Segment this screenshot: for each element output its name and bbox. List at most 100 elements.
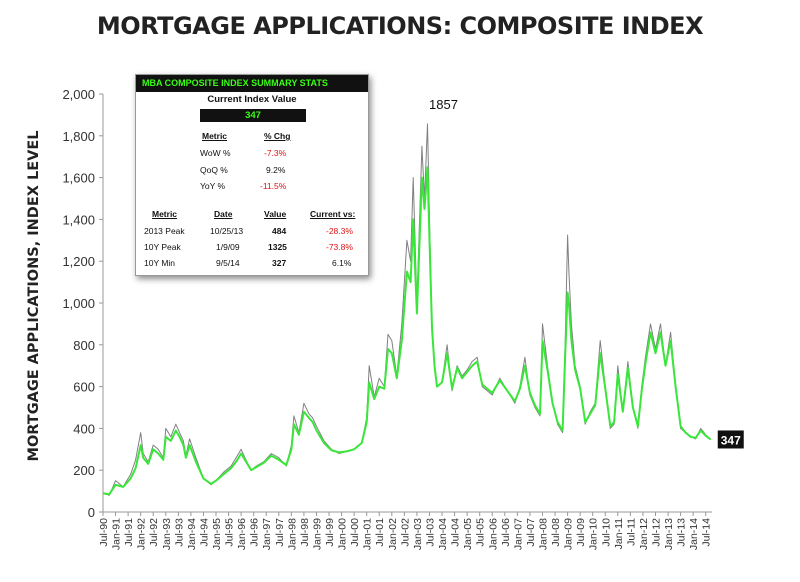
x-tick-label: Jul-07 xyxy=(525,518,537,547)
x-tick-label: Jan-04 xyxy=(437,518,449,550)
table-cell-date: 1/9/09 xyxy=(216,242,240,252)
y-axis: 0 200 400 600 800 1,000 1,200 1,400 1,600 1,800 2,… xyxy=(62,87,104,520)
summary-header: MBA COMPOSITE INDEX SUMMARY STATS xyxy=(136,75,368,92)
current-index-label: Current Index Value xyxy=(207,94,297,105)
x-tick-label: Jul-04 xyxy=(450,518,462,547)
x-tick-label: Jul-91 xyxy=(123,518,135,547)
table-header-value: Value xyxy=(264,209,287,219)
x-tick-label: Jan-06 xyxy=(487,518,499,550)
y-tick-label: 1,000 xyxy=(62,296,95,311)
x-tick-label: Jan-98 xyxy=(286,518,298,550)
x-tick-label: Jul-00 xyxy=(349,518,361,547)
x-tick-label: Jan-91 xyxy=(111,518,123,550)
x-tick-label: Jul-14 xyxy=(701,518,713,547)
x-tick-label: Jan-09 xyxy=(563,518,575,550)
x-tick-label: Jul-01 xyxy=(374,518,386,547)
x-tick-label: Jan-01 xyxy=(362,518,374,550)
table-cell-value: 1325 xyxy=(268,242,287,252)
x-tick-label: Jan-07 xyxy=(512,518,524,550)
x-tick-label: Jul-13 xyxy=(676,518,688,547)
y-tick-label: 1,600 xyxy=(62,171,95,186)
annotations: 1857 347 xyxy=(429,97,744,449)
x-tick-label: Jan-96 xyxy=(236,518,248,550)
x-tick-label: Jul-93 xyxy=(173,518,185,547)
x-tick-label: Jul-02 xyxy=(399,518,411,547)
x-tick-label: Jan-97 xyxy=(261,518,273,550)
x-tick-label: Jul-97 xyxy=(274,518,286,547)
table-header-vs: Current vs: xyxy=(310,209,356,219)
peak-label: 1857 xyxy=(429,97,458,112)
summary-stats-box: MBA COMPOSITE INDEX SUMMARY STATS Curren… xyxy=(135,74,369,276)
x-tick-label: Jan-92 xyxy=(136,518,148,550)
table-cell-metric: 2013 Peak xyxy=(144,226,185,236)
x-tick-label: Jul-05 xyxy=(475,518,487,547)
series-smoothed-line xyxy=(102,166,712,496)
x-tick-label: Jul-94 xyxy=(198,518,210,547)
x-tick-label: Jan-94 xyxy=(186,518,198,550)
table-cell-vs: 6.1% xyxy=(332,258,352,268)
x-tick-label: Jan-11 xyxy=(613,518,625,549)
x-tick-label: Jan-03 xyxy=(412,518,424,550)
x-tick-label: Jul-99 xyxy=(324,518,336,547)
x-tick-label: Jan-12 xyxy=(638,518,650,550)
table-cell-date: 9/5/14 xyxy=(216,258,240,268)
table-cell-vs: -28.3% xyxy=(326,226,353,236)
x-tick-label: Jul-08 xyxy=(550,518,562,547)
current-index-value: 347 xyxy=(200,109,306,122)
x-tick-label: Jul-06 xyxy=(500,518,512,547)
y-tick-label: 600 xyxy=(73,380,95,395)
y-tick-label: 800 xyxy=(73,338,95,353)
x-tick-label: Jan-99 xyxy=(311,518,323,550)
x-tick-label: Jul-03 xyxy=(424,518,436,547)
chg-header-pct: % Chg xyxy=(264,131,291,141)
table-header-date: Date xyxy=(214,209,233,219)
y-tick-label: 200 xyxy=(73,463,95,478)
y-tick-label: 1,800 xyxy=(62,129,95,144)
x-tick-label: Jul-96 xyxy=(249,518,261,547)
y-tick-label: 1,400 xyxy=(62,212,95,227)
table-cell-value: 327 xyxy=(272,258,287,268)
y-tick-label: 1,200 xyxy=(62,254,95,269)
y-axis-label-text: MORTGAGE APPLICATIONS, INDEX LEVEL xyxy=(26,131,42,462)
x-tick-label: Jul-12 xyxy=(650,518,662,547)
table-cell-date: 10/25/13 xyxy=(210,226,244,236)
y-tick-label: 0 xyxy=(88,505,95,520)
chg-header-metric: Metric xyxy=(202,131,228,141)
y-tick-label: 400 xyxy=(73,421,95,436)
chg-row-value: -7.3% xyxy=(264,148,287,158)
current-value-label-box xyxy=(717,430,744,449)
x-tick-label: Jul-98 xyxy=(299,518,311,547)
chart-title: MORTGAGE APPLICATIONS: COMPOSITE INDEX xyxy=(96,12,704,40)
y-axis-label: MORTGAGE APPLICATIONS, INDEX LEVEL xyxy=(26,131,42,462)
x-tick-label: Jan-00 xyxy=(337,518,349,550)
chg-row-metric: QoQ % xyxy=(200,165,228,175)
x-tick-label: Jan-93 xyxy=(161,518,173,550)
x-tick-label: Jul-10 xyxy=(600,518,612,547)
x-tick-label: Jul-95 xyxy=(224,518,236,547)
table-cell-metric: 10Y Peak xyxy=(144,242,181,252)
table-cell-metric: 10Y Min xyxy=(144,258,176,268)
chg-row-metric: YoY % xyxy=(200,181,226,191)
x-tick-label: Jul-90 xyxy=(98,518,110,547)
x-tick-label: Jul-09 xyxy=(575,518,587,547)
current-value-label: 347 xyxy=(721,433,741,447)
chg-row-metric: WoW % xyxy=(200,148,231,158)
x-tick-label: Jan-13 xyxy=(663,518,675,550)
table-cell-value: 484 xyxy=(272,226,287,236)
table-header-metric: Metric xyxy=(152,209,178,219)
x-tick-label: Jan-95 xyxy=(211,518,223,550)
x-tick-label: Jan-08 xyxy=(537,518,549,550)
x-tick-label: Jan-10 xyxy=(588,518,600,550)
table-cell-vs: -73.8% xyxy=(326,242,353,252)
x-tick-label: Jan-14 xyxy=(688,518,700,550)
x-tick-label: Jan-02 xyxy=(387,518,399,550)
x-tick-label: Jan-05 xyxy=(462,518,474,550)
x-tick-label: Jul-11 xyxy=(625,518,637,546)
series-lines xyxy=(102,123,712,496)
chg-row-value: -11.5% xyxy=(260,181,287,191)
chg-row-value: 9.2% xyxy=(266,165,286,175)
x-axis: Jul-90 Jan-91 Jul-91 Jan-92 Jul-92 Jan-93 Jul-… xyxy=(98,511,713,550)
x-tick-label: Jul-92 xyxy=(148,518,160,547)
y-tick-label: 2,000 xyxy=(62,87,95,102)
